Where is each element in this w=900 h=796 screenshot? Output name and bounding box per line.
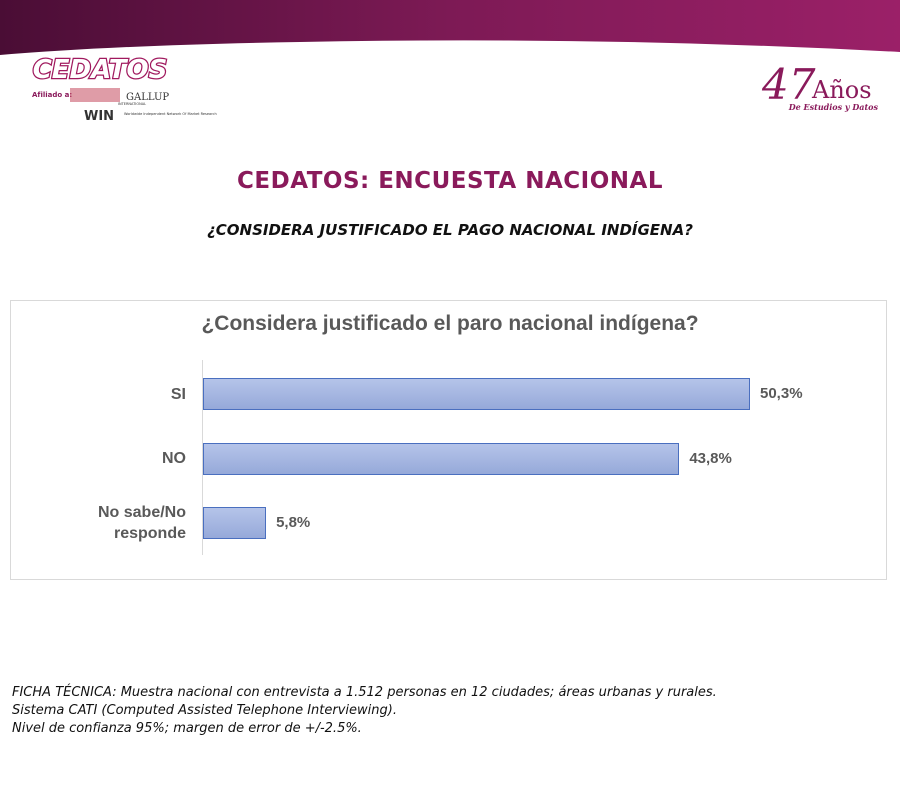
bar (203, 507, 267, 539)
category-label: No sabe/No responde (97, 504, 186, 542)
category-label: SI (170, 385, 186, 403)
world-map (70, 88, 120, 102)
subtitle: ¿CONSIDERA JUSTIFICADO EL PAGO NACIONAL … (207, 221, 693, 239)
category-axis (202, 360, 203, 555)
footer: FICHA TÉCNICA: Muestra nacional con entr… (12, 684, 717, 738)
header-band: CEDATOS Afiliado a: WIN GALLUP INTERNATI… (0, 0, 900, 124)
gallup-logo: GALLUP (126, 92, 169, 103)
years-number: 47 (761, 60, 816, 109)
bar (203, 442, 680, 475)
win-logo: WIN (84, 109, 114, 124)
chart-frame (10, 300, 887, 580)
years-sub: De Estudios y Datos (788, 102, 879, 112)
brand-logo: CEDATOS (33, 55, 168, 85)
category-label: NO (162, 450, 186, 467)
win-sub: Worldwide Independent Network Of Market … (124, 112, 217, 116)
value-label: 5,8% (276, 514, 311, 531)
value-label: 50,3% (760, 385, 803, 402)
years-word: Años (811, 76, 872, 104)
title: CEDATOS: ENCUESTA NACIONAL (237, 168, 663, 194)
footer-line: Sistema CATI (Computed Assisted Telephon… (12, 703, 397, 718)
footer-line: FICHA TÉCNICA: Muestra nacional con entr… (12, 685, 717, 700)
gallup-sub: INTERNATIONAL (118, 102, 146, 106)
header-curve (0, 0, 900, 55)
value-label: 43,8% (689, 449, 732, 467)
footer-line: Nivel de confianza 95%; margen de error … (12, 721, 362, 736)
bar (203, 378, 750, 410)
affiliated: Afiliado a: (32, 91, 72, 99)
chart-title: ¿Considera justificado el paro nacional … (201, 312, 699, 335)
